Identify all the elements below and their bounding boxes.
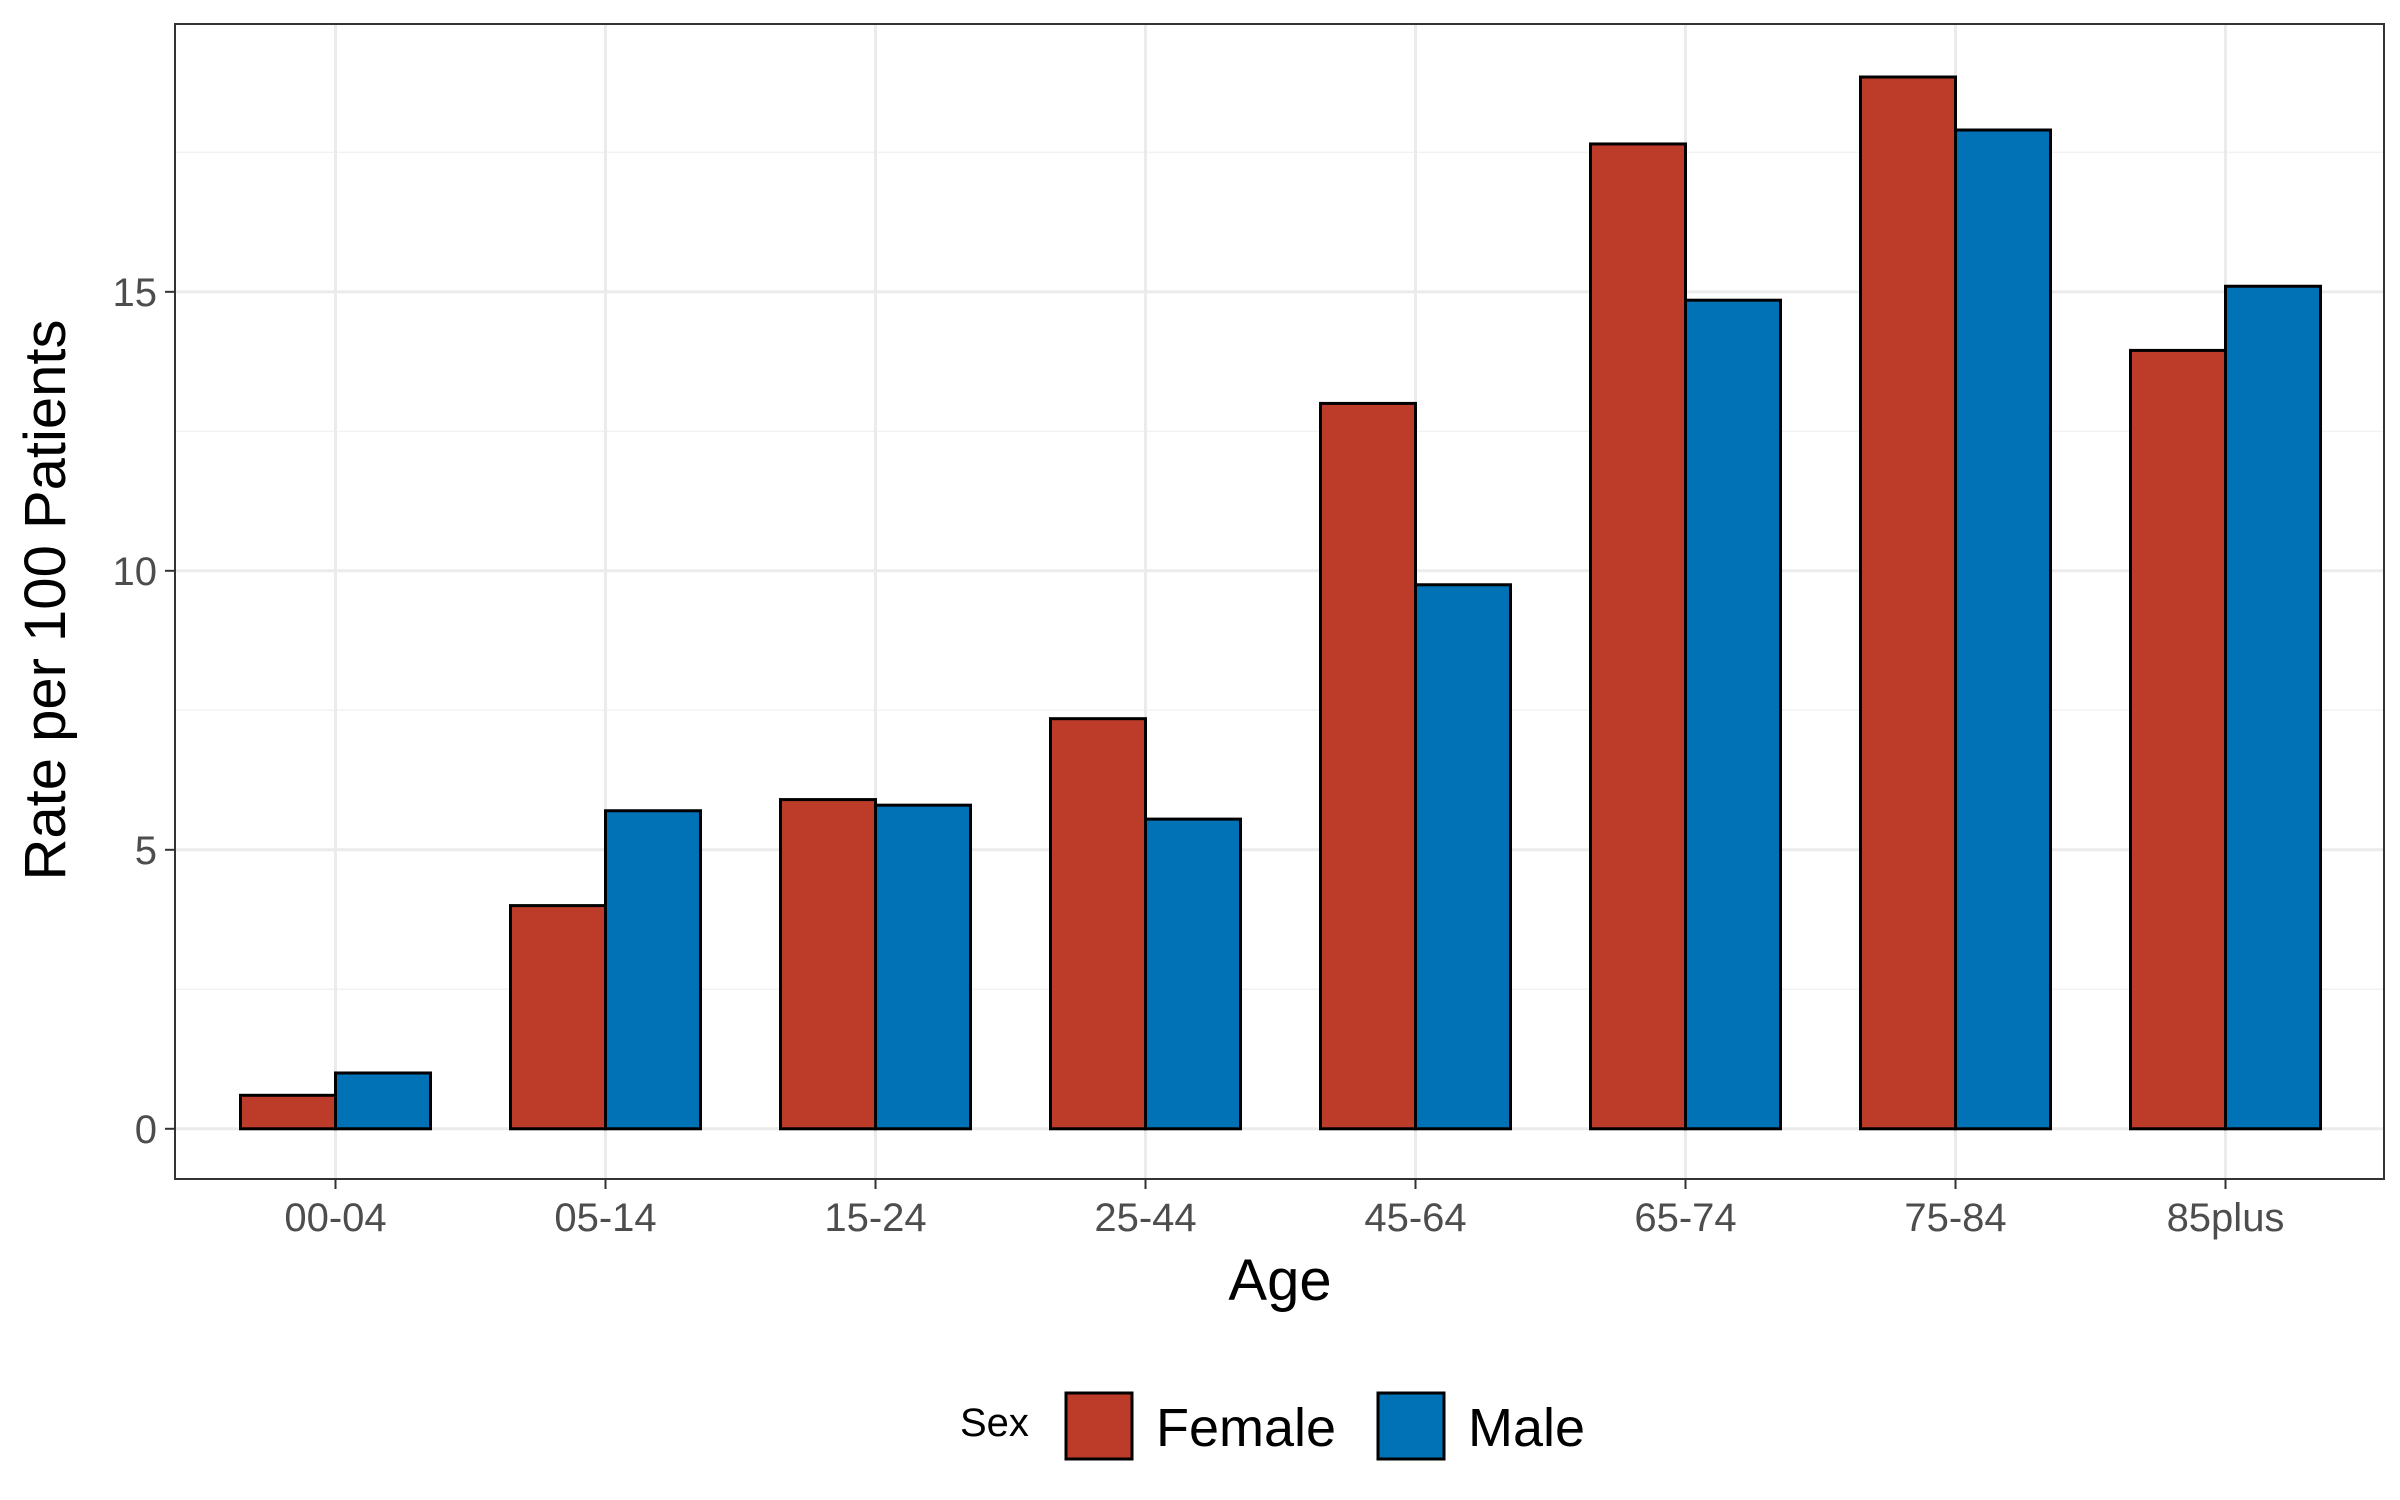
bars [239,75,2322,1131]
y-axis-title: Rate per 100 Patients [13,319,78,880]
bar-female-25-44 [1049,717,1147,1131]
x-axis-title: Age [1228,1248,1331,1313]
bar-male-25-44 [1144,817,1242,1131]
bar-female-15-24 [779,798,877,1131]
y-tick-label: 15 [113,271,158,315]
x-tick-label: 65-74 [1634,1196,1736,1240]
bar-female-65-74 [1589,142,1687,1131]
x-tick-label: 85plus [2167,1196,2285,1240]
x-tick-label: 00-04 [284,1196,386,1240]
legend-key-male [1376,1391,1446,1461]
legend-key-female [1064,1391,1134,1461]
y-tick-label: 10 [113,550,158,594]
bar-male-05-14 [604,809,702,1131]
plot-border [174,23,2385,1180]
y-tick-label: 0 [135,1108,157,1152]
x-tick-label: 75-84 [1904,1196,2006,1240]
bar-male-75-84 [1954,128,2052,1131]
legend-label-female: Female [1156,1398,1336,1458]
bar-female-00-04 [239,1093,337,1131]
legend-label-male: Male [1468,1398,1585,1458]
bar-female-75-84 [1859,75,1957,1131]
y-tick-label: 5 [135,829,157,873]
bar-male-45-64 [1414,583,1512,1131]
bar-male-65-74 [1684,298,1782,1131]
legend-title: Sex [960,1401,1029,1445]
x-tick-label: 15-24 [824,1196,926,1240]
bar-female-05-14 [509,904,607,1131]
bar-female-45-64 [1319,401,1417,1131]
bar-female-85plus [2129,348,2227,1131]
x-axis: 00-04 05-14 15-24 25-44 45-64 65-74 75-84 85plu… [284,1179,2284,1240]
bar-male-00-04 [334,1071,432,1131]
x-tick-label: 05-14 [554,1196,656,1240]
bar-male-85plus [2224,284,2322,1131]
legend: Sex Female Male [960,1391,1585,1461]
x-tick-label: 45-64 [1364,1196,1466,1240]
bar-male-15-24 [874,803,972,1131]
y-axis: 0 5 10 15 [113,271,175,1152]
x-tick-label: 25-44 [1094,1196,1196,1240]
plot-panel [175,24,2384,1179]
